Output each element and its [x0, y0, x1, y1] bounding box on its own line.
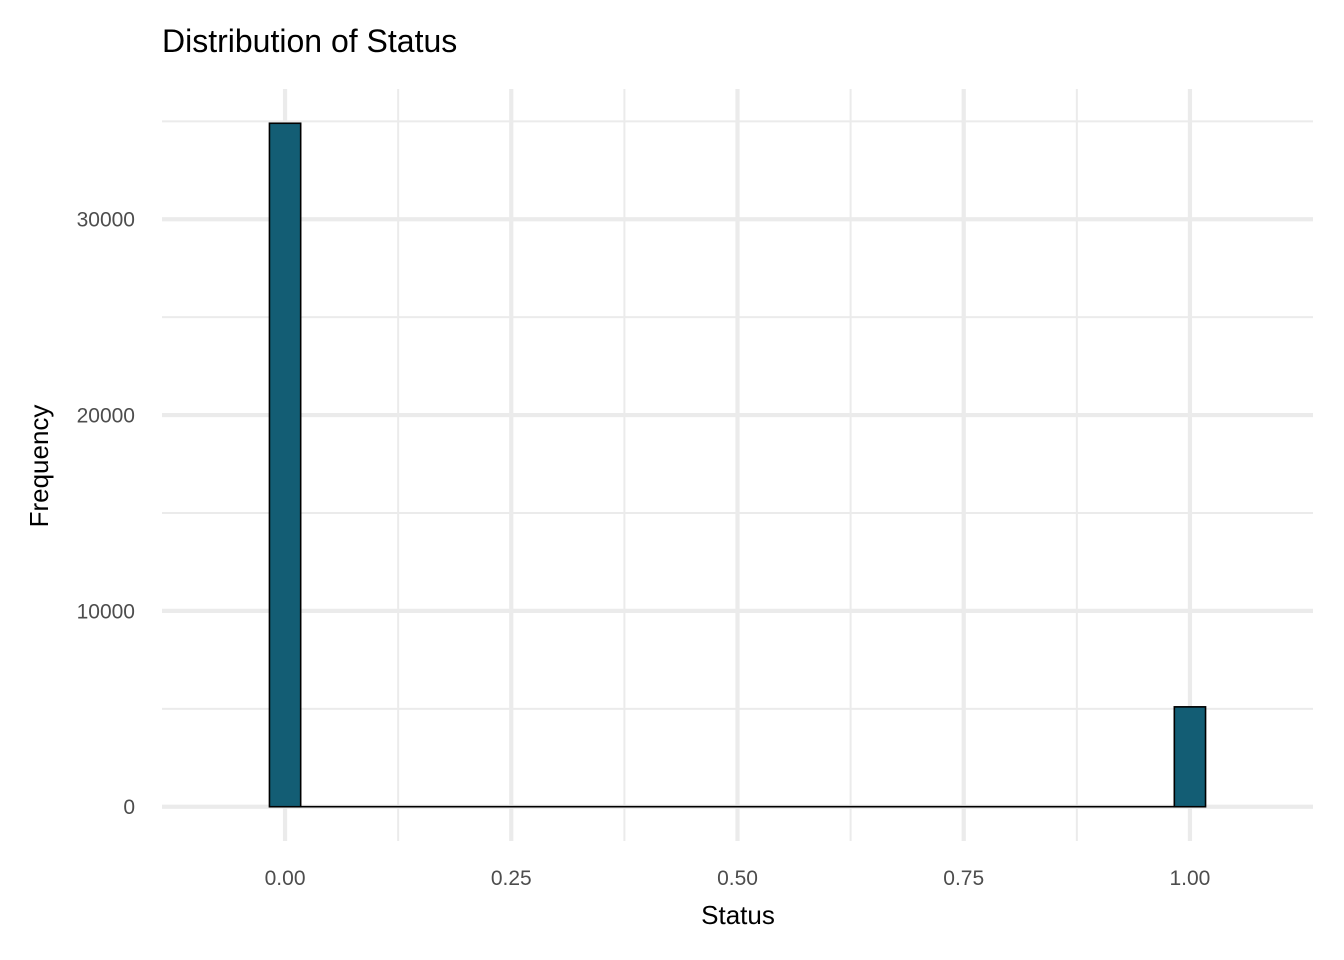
tick-label-layer: 0 10000 20000 30000 0.00 0.25 0.50 0.75 1.00	[77, 209, 1211, 890]
y-tick-label: 30000	[77, 209, 135, 232]
x-tick-label: 0.50	[717, 867, 758, 890]
x-tick-label: 0.75	[943, 867, 984, 890]
y-axis-title: Frequency	[24, 405, 54, 528]
y-tick-label: 10000	[77, 600, 135, 623]
x-axis-title: Status	[701, 900, 775, 930]
x-tick-label: 0.00	[265, 867, 306, 890]
y-tick-label: 20000	[77, 405, 135, 428]
x-tick-label: 0.25	[491, 867, 532, 890]
grid-layer	[162, 89, 1313, 841]
x-tick-label: 1.00	[1169, 867, 1210, 890]
histogram-bar	[268, 122, 302, 808]
chart-title: Distribution of Status	[162, 23, 457, 59]
y-tick-label: 0	[123, 796, 135, 819]
histogram-bar	[1173, 706, 1207, 808]
bar-layer	[268, 122, 1207, 808]
